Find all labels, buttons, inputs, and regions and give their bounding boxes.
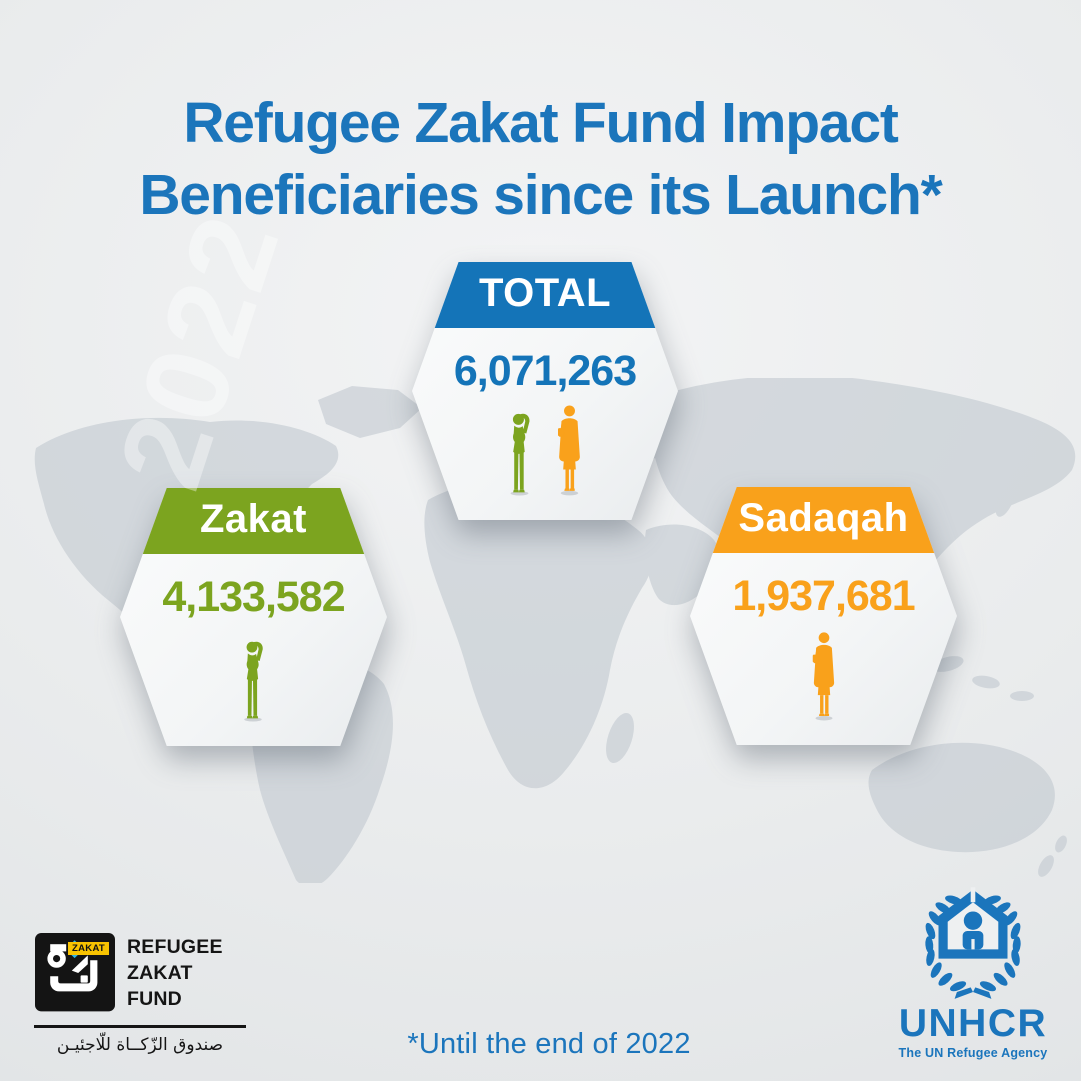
hexagon-sadaqah-figures <box>690 631 957 721</box>
rzf-divider <box>34 1025 246 1028</box>
page-title-line2: Beneficiaries since its Launch* <box>139 163 943 227</box>
hexagon-sadaqah-band: Sadaqah <box>690 487 957 553</box>
hexagon-sadaqah-value: 1,937,681 <box>732 572 915 621</box>
unhcr-wordmark: UNHCR <box>898 1002 1048 1045</box>
zakat-badge: ZAKAT <box>68 942 109 955</box>
hexagon-total-value: 6,071,263 <box>453 347 637 396</box>
unhcr-logo: UNHCR The UN Refugee Agency <box>887 885 1059 1060</box>
hexagon-total-band: TOTAL <box>412 262 678 328</box>
footnote: *Until the end of 2022 <box>407 1028 691 1060</box>
hexagon-zakat-figures <box>120 640 387 722</box>
page-title-line1: Refugee Zakat Fund Impact <box>183 91 898 156</box>
unhcr-emblem-icon <box>925 887 1021 999</box>
rzf-wordmark-line3: FUND <box>127 987 182 1010</box>
hexagon-zakat-value: 4,133,582 <box>162 573 345 622</box>
man-silhouette-icon <box>557 405 580 496</box>
refugee-zakat-fund-logo: ZAKAT REFUGEE ZAKAT FUND صندوق الزّكــاة… <box>34 933 248 1055</box>
unhcr-tagline: The UN Refugee Agency <box>898 1046 1048 1060</box>
zakat-calligraphy-icon: ZAKAT <box>34 933 116 1013</box>
rzf-wordmark-line1: REFUGEE <box>127 936 223 958</box>
hexagon-zakat-label: Zakat <box>200 497 307 542</box>
hexagon-total-figures <box>412 404 678 496</box>
hexagon-sadaqah-label: Sadaqah <box>738 496 909 541</box>
man-silhouette-icon <box>812 632 834 721</box>
rzf-wordmark-line2: ZAKAT <box>127 961 193 984</box>
rzf-wordmark: REFUGEE ZAKAT FUND <box>127 933 223 1013</box>
hexagon-zakat-band: Zakat <box>120 488 387 554</box>
rzf-arabic-name: صندوق الزّكــاة للّاجئيـن <box>56 1035 224 1055</box>
hexagon-zakat: Zakat 4,133,582 <box>120 488 387 746</box>
hexagon-total: TOTAL 6,071,263 <box>412 262 678 520</box>
hexagon-total-label: TOTAL <box>478 271 612 316</box>
hexagon-sadaqah: Sadaqah 1,937,681 <box>690 487 957 745</box>
page-title: Refugee Zakat Fund Impact Beneficiaries … <box>0 88 1081 232</box>
woman-silhouette-icon <box>510 413 529 496</box>
woman-silhouette-icon <box>244 641 263 722</box>
